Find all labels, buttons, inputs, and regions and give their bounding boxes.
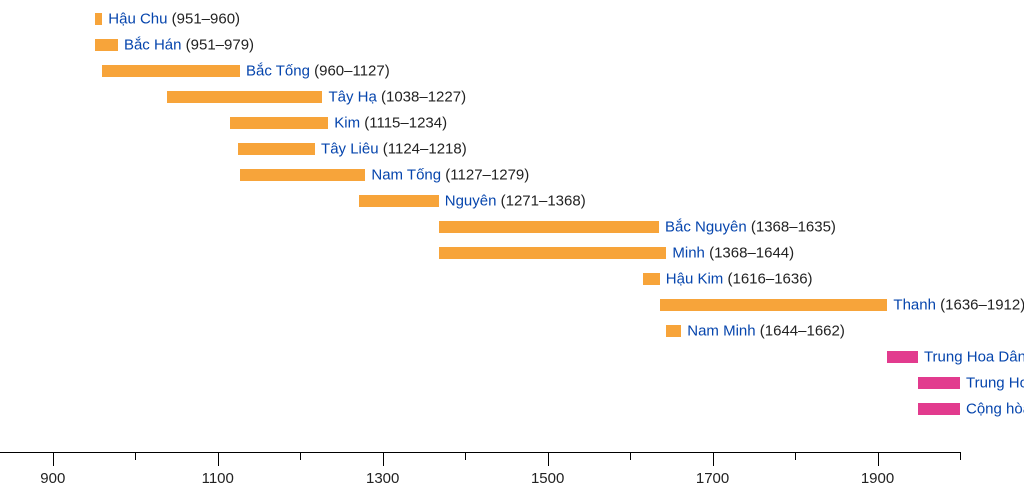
axis-tick-label: 1500	[531, 470, 564, 487]
timeline-label: Nam Minh (1644–1662)	[687, 323, 845, 340]
dynasty-link[interactable]: Tây Liêu	[321, 141, 379, 158]
timeline-label: Bắc Tống (960–1127)	[246, 63, 390, 80]
timeline-label: Bắc Hán (951–979)	[124, 37, 254, 54]
dynasty-link[interactable]: Bắc Hán	[124, 37, 182, 54]
axis-tick-minor	[795, 452, 796, 460]
dynasty-years: (960–1127)	[314, 63, 390, 80]
axis-tick-label: 1700	[696, 470, 729, 487]
axis-tick-major	[218, 452, 219, 466]
dynasty-years: (1127–1279)	[445, 167, 529, 184]
timeline-chart: Hậu Chu (951–960) Bắc Hán (951–979) Bắc Tố…	[0, 0, 1024, 500]
timeline-label: Thanh (1636–1912)	[893, 297, 1024, 314]
timeline-label: Trung Hoa Dân Quốc (Đài Loan; 1949–nay)	[966, 375, 1024, 392]
axis-tick-major	[713, 452, 714, 466]
dynasty-years: (951–979)	[186, 37, 254, 54]
timeline-bar	[918, 377, 960, 389]
axis-tick-minor	[960, 452, 961, 460]
timeline-label: Trung Hoa Dân Quốc (Trung Quốc đại lục; …	[924, 349, 1024, 366]
dynasty-link[interactable]: Tây Hạ	[328, 89, 376, 106]
timeline-row: Hậu Chu (951–960)	[0, 6, 1024, 32]
timeline-label: Hậu Chu (951–960)	[108, 11, 240, 28]
dynasty-years: (951–960)	[172, 11, 240, 28]
timeline-bar	[359, 195, 439, 207]
timeline-row: Hậu Kim (1616–1636)	[0, 266, 1024, 292]
axis-tick-major	[878, 452, 879, 466]
timeline-label: Hậu Kim (1616–1636)	[666, 271, 813, 288]
timeline-bar	[230, 117, 328, 129]
timeline-row: Trung Hoa Dân Quốc (Đài Loan; 1949–nay)	[0, 370, 1024, 396]
timeline-bar	[102, 65, 240, 77]
timeline-row: Bắc Hán (951–979)	[0, 32, 1024, 58]
dynasty-link[interactable]: Hậu Chu	[108, 11, 167, 28]
axis-tick-minor	[135, 452, 136, 460]
timeline-bar	[439, 247, 667, 259]
dynasty-link[interactable]: Kim	[334, 115, 360, 132]
timeline-row: Tây Hạ (1038–1227)	[0, 84, 1024, 110]
dynasty-link[interactable]: Thanh	[893, 297, 936, 314]
axis-tick-major	[383, 452, 384, 466]
dynasty-years: (1368–1644)	[709, 245, 794, 262]
dynasty-link[interactable]: Hậu Kim	[666, 271, 724, 288]
timeline-bar	[439, 221, 659, 233]
dynasty-link[interactable]: Minh	[672, 245, 705, 262]
dynasty-years: (1636–1912)	[940, 297, 1024, 314]
timeline-label: Cộng hòa Nhân dân Trung Hoa (1949–nay)	[966, 401, 1024, 418]
axis-tick-label: 1900	[861, 470, 894, 487]
dynasty-link[interactable]: Nam Tống	[371, 167, 441, 184]
axis-tick-minor	[465, 452, 466, 460]
timeline-row: Nguyên (1271–1368)	[0, 188, 1024, 214]
axis-tick-minor	[300, 452, 301, 460]
timeline-label: Nam Tống (1127–1279)	[371, 167, 529, 184]
timeline-bar	[167, 91, 323, 103]
timeline-bar	[918, 403, 960, 415]
dynasty-link[interactable]: Cộng hòa Nhân dân Trung Hoa	[966, 401, 1024, 418]
timeline-bar	[887, 351, 918, 363]
timeline-row: Bắc Tống (960–1127)	[0, 58, 1024, 84]
timeline-label: Tây Liêu (1124–1218)	[321, 141, 467, 158]
timeline-row: Nam Minh (1644–1662)	[0, 318, 1024, 344]
timeline-bar	[238, 143, 316, 155]
axis-tick-minor	[630, 452, 631, 460]
dynasty-link[interactable]: Nguyên	[445, 193, 497, 210]
timeline-row: Kim (1115–1234)	[0, 110, 1024, 136]
timeline-row: Bắc Nguyên (1368–1635)	[0, 214, 1024, 240]
dynasty-years: (1115–1234)	[364, 115, 447, 132]
dynasty-link[interactable]: Trung Hoa Dân Quốc	[966, 375, 1024, 392]
axis-tick-label: 1100	[202, 470, 234, 487]
timeline-row: Nam Tống (1127–1279)	[0, 162, 1024, 188]
timeline-bar	[240, 169, 365, 181]
dynasty-years: (1644–1662)	[760, 323, 845, 340]
timeline-label: Tây Hạ (1038–1227)	[328, 89, 466, 106]
timeline-bar	[95, 39, 118, 51]
timeline-row: Tây Liêu (1124–1218)	[0, 136, 1024, 162]
axis-tick-label: 900	[40, 470, 65, 487]
dynasty-link[interactable]: Nam Minh	[687, 323, 755, 340]
timeline-bar	[95, 13, 102, 25]
dynasty-link[interactable]: Trung Hoa Dân Quốc	[924, 349, 1024, 366]
timeline-label: Kim (1115–1234)	[334, 115, 447, 132]
dynasty-years: (1038–1227)	[381, 89, 466, 106]
dynasty-years: (1368–1635)	[751, 219, 836, 236]
dynasty-link[interactable]: Bắc Tống	[246, 63, 310, 80]
dynasty-years: (1124–1218)	[383, 141, 467, 158]
timeline-bar	[660, 299, 888, 311]
timeline-label: Nguyên (1271–1368)	[445, 193, 586, 210]
timeline-row: Trung Hoa Dân Quốc (Trung Quốc đại lục; …	[0, 344, 1024, 370]
timeline-label: Bắc Nguyên (1368–1635)	[665, 219, 836, 236]
timeline-bar	[666, 325, 681, 337]
axis-tick-major	[53, 452, 54, 466]
timeline-label: Minh (1368–1644)	[672, 245, 794, 262]
dynasty-years: (1271–1368)	[501, 193, 586, 210]
timeline-row: Minh (1368–1644)	[0, 240, 1024, 266]
axis-line	[0, 452, 960, 453]
axis-tick-label: 1300	[366, 470, 399, 487]
axis-tick-major	[548, 452, 549, 466]
dynasty-link[interactable]: Bắc Nguyên	[665, 219, 747, 236]
timeline-bar	[643, 273, 659, 285]
dynasty-years: (1616–1636)	[727, 271, 812, 288]
timeline-row: Cộng hòa Nhân dân Trung Hoa (1949–nay)	[0, 396, 1024, 422]
timeline-row: Thanh (1636–1912)	[0, 292, 1024, 318]
